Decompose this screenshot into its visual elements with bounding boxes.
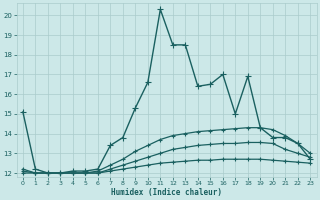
- X-axis label: Humidex (Indice chaleur): Humidex (Indice chaleur): [111, 188, 222, 197]
